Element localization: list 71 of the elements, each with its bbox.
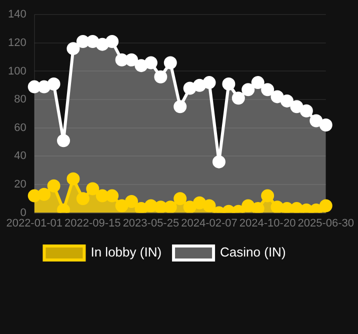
y-tick-label: 0	[20, 206, 26, 219]
point	[193, 78, 206, 92]
point	[28, 189, 41, 202]
point	[242, 199, 255, 212]
point	[202, 199, 216, 212]
point	[144, 199, 158, 212]
point	[270, 90, 284, 104]
legend-label: In lobby (IN)	[90, 244, 162, 260]
point	[154, 70, 168, 84]
point	[202, 76, 216, 90]
x-tick-label: 2022-01-01	[6, 217, 62, 230]
point	[66, 42, 80, 56]
y-tick-label: 120	[8, 36, 26, 49]
point	[280, 202, 294, 213]
point	[76, 35, 90, 48]
point	[174, 192, 187, 206]
point	[251, 76, 264, 90]
point	[290, 100, 304, 114]
point	[106, 35, 119, 48]
y-tick-label: 140	[8, 8, 26, 21]
x-tick-label: 2025-06-30	[298, 217, 354, 230]
point	[232, 92, 245, 105]
point	[319, 118, 332, 132]
point	[183, 82, 196, 95]
point	[261, 189, 274, 202]
y-tick-label: 40	[14, 150, 26, 162]
point	[115, 53, 128, 66]
point	[270, 200, 284, 213]
point	[76, 192, 90, 206]
x-tick-label: 2023-05-25	[122, 217, 180, 230]
point	[106, 189, 119, 202]
point	[242, 83, 255, 96]
point	[47, 179, 60, 192]
point	[164, 200, 177, 213]
point	[319, 199, 332, 212]
point	[134, 59, 148, 72]
point	[86, 35, 100, 48]
point	[261, 83, 274, 96]
point	[38, 80, 51, 94]
y-tick-label: 100	[8, 65, 26, 78]
legend-label: Casino (IN)	[220, 244, 286, 260]
point	[57, 134, 70, 148]
point	[66, 172, 80, 186]
point	[310, 114, 323, 128]
point	[164, 56, 177, 70]
point	[115, 199, 128, 212]
point	[280, 94, 294, 108]
point	[38, 188, 51, 201]
point	[300, 104, 313, 118]
point	[134, 202, 148, 213]
point	[47, 77, 60, 90]
point	[222, 77, 236, 90]
point	[183, 200, 196, 213]
point	[212, 155, 226, 168]
y-tick-label: 80	[14, 94, 26, 106]
point	[86, 182, 100, 196]
point	[154, 200, 168, 213]
point	[125, 53, 138, 66]
point	[125, 194, 138, 208]
point	[96, 189, 109, 202]
x-tick-label: 2024-02-07	[181, 217, 238, 230]
y-tick-label: 60	[14, 122, 26, 134]
point	[144, 56, 158, 70]
point	[290, 202, 304, 213]
point	[251, 202, 264, 213]
x-tick-label: 2024-10-20	[239, 217, 296, 230]
y-tick-label: 20	[14, 178, 26, 191]
x-tick-label: 2022-09-15	[64, 217, 121, 230]
point	[193, 196, 206, 210]
point	[96, 38, 109, 51]
point	[174, 100, 187, 114]
